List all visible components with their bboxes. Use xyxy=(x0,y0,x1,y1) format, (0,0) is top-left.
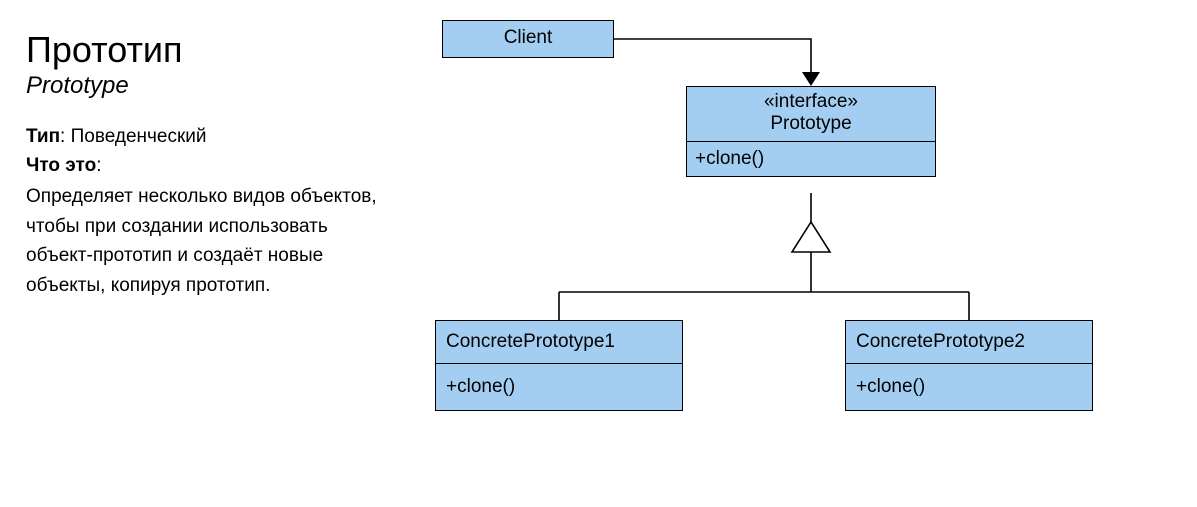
generalization-triangle-icon xyxy=(792,222,830,252)
uml-class-client-name: Client xyxy=(443,21,613,55)
pattern-what-line: Что это: xyxy=(26,151,386,180)
uml-class-concrete1-name: ConcretePrototype1 xyxy=(436,321,682,363)
uml-class-client: Client xyxy=(442,20,614,58)
text-panel: Прототип Prototype Тип: Поведенческий Чт… xyxy=(26,30,386,300)
pattern-title-ru: Прототип xyxy=(26,30,386,70)
pattern-type-line: Тип: Поведенческий xyxy=(26,122,386,151)
uml-method: +clone() xyxy=(846,363,1092,410)
uml-method: +clone() xyxy=(436,363,682,410)
uml-class-concrete2-name: ConcretePrototype2 xyxy=(846,321,1092,363)
diagram-connectors xyxy=(400,0,1197,507)
type-value: Поведенческий xyxy=(71,126,207,147)
edge-client-prototype xyxy=(614,39,811,80)
uml-method: +clone() xyxy=(687,141,935,176)
uml-interface-prototype-name: Prototype xyxy=(687,113,935,141)
uml-diagram: Client «interface» Prototype +clone() Co… xyxy=(400,0,1197,507)
uml-stereotype: «interface» xyxy=(687,87,935,113)
uml-class-concrete2: ConcretePrototype2 +clone() xyxy=(845,320,1093,411)
type-label: Тип xyxy=(26,126,60,147)
uml-class-concrete1: ConcretePrototype1 +clone() xyxy=(435,320,683,411)
pattern-title-en: Prototype xyxy=(26,72,386,100)
pattern-description: Определяет несколько видов объектов, что… xyxy=(26,182,386,300)
arrowhead-association xyxy=(802,72,820,86)
uml-interface-prototype: «interface» Prototype +clone() xyxy=(686,86,936,177)
what-label: Что это xyxy=(26,155,96,176)
